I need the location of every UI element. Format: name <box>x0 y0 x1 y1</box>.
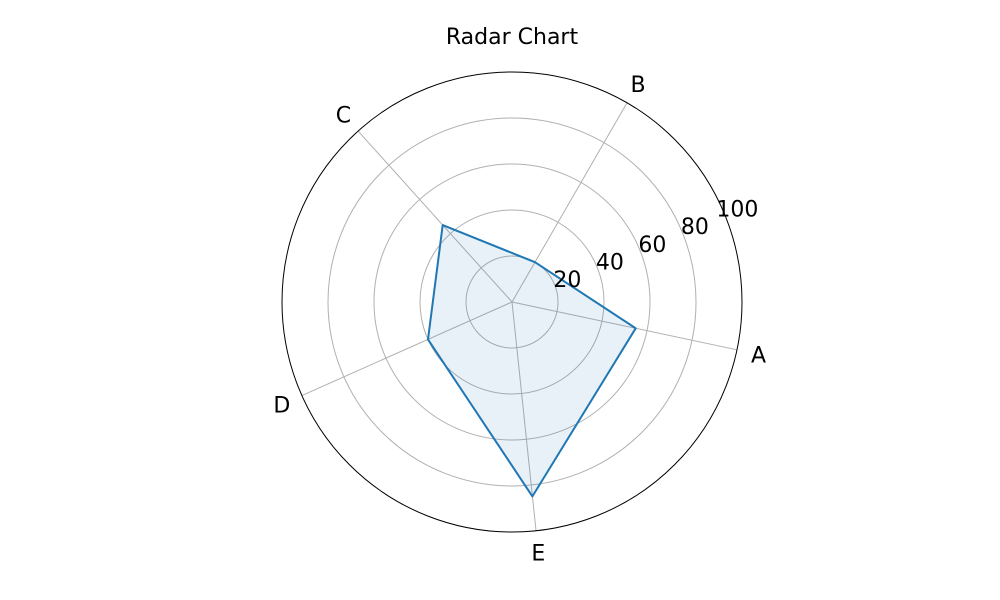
grid-circle-60 <box>373 163 651 441</box>
spoke-c <box>357 130 513 303</box>
radial-tick-label-20: 20 <box>553 268 581 293</box>
grid-layer <box>281 71 743 533</box>
label-layer: A B C D E 20 40 60 80 100 <box>273 73 766 567</box>
grid-circle-80 <box>327 117 697 487</box>
category-label-a: A <box>751 343 766 368</box>
outer-frame <box>281 71 743 533</box>
radial-tick-label-100: 100 <box>716 198 758 223</box>
radial-tick-label-80: 80 <box>681 215 709 240</box>
category-label-b: B <box>630 73 645 98</box>
chart-title: Radar Chart <box>446 25 579 50</box>
category-label-c: C <box>336 104 351 129</box>
radial-tick-label-40: 40 <box>596 250 624 275</box>
spoke-a <box>511 301 738 351</box>
radial-tick-label-60: 60 <box>638 233 666 258</box>
grid-circle-20 <box>465 255 559 349</box>
series-0-fill <box>428 225 636 497</box>
category-label-e: E <box>531 542 545 567</box>
spoke-b <box>511 102 628 303</box>
grid-circle-40 <box>419 209 605 395</box>
series-0-line <box>427 224 637 498</box>
data-layer <box>427 224 637 498</box>
spoke-e <box>511 301 537 531</box>
category-label-d: D <box>273 394 290 419</box>
spoke-d <box>301 301 513 397</box>
